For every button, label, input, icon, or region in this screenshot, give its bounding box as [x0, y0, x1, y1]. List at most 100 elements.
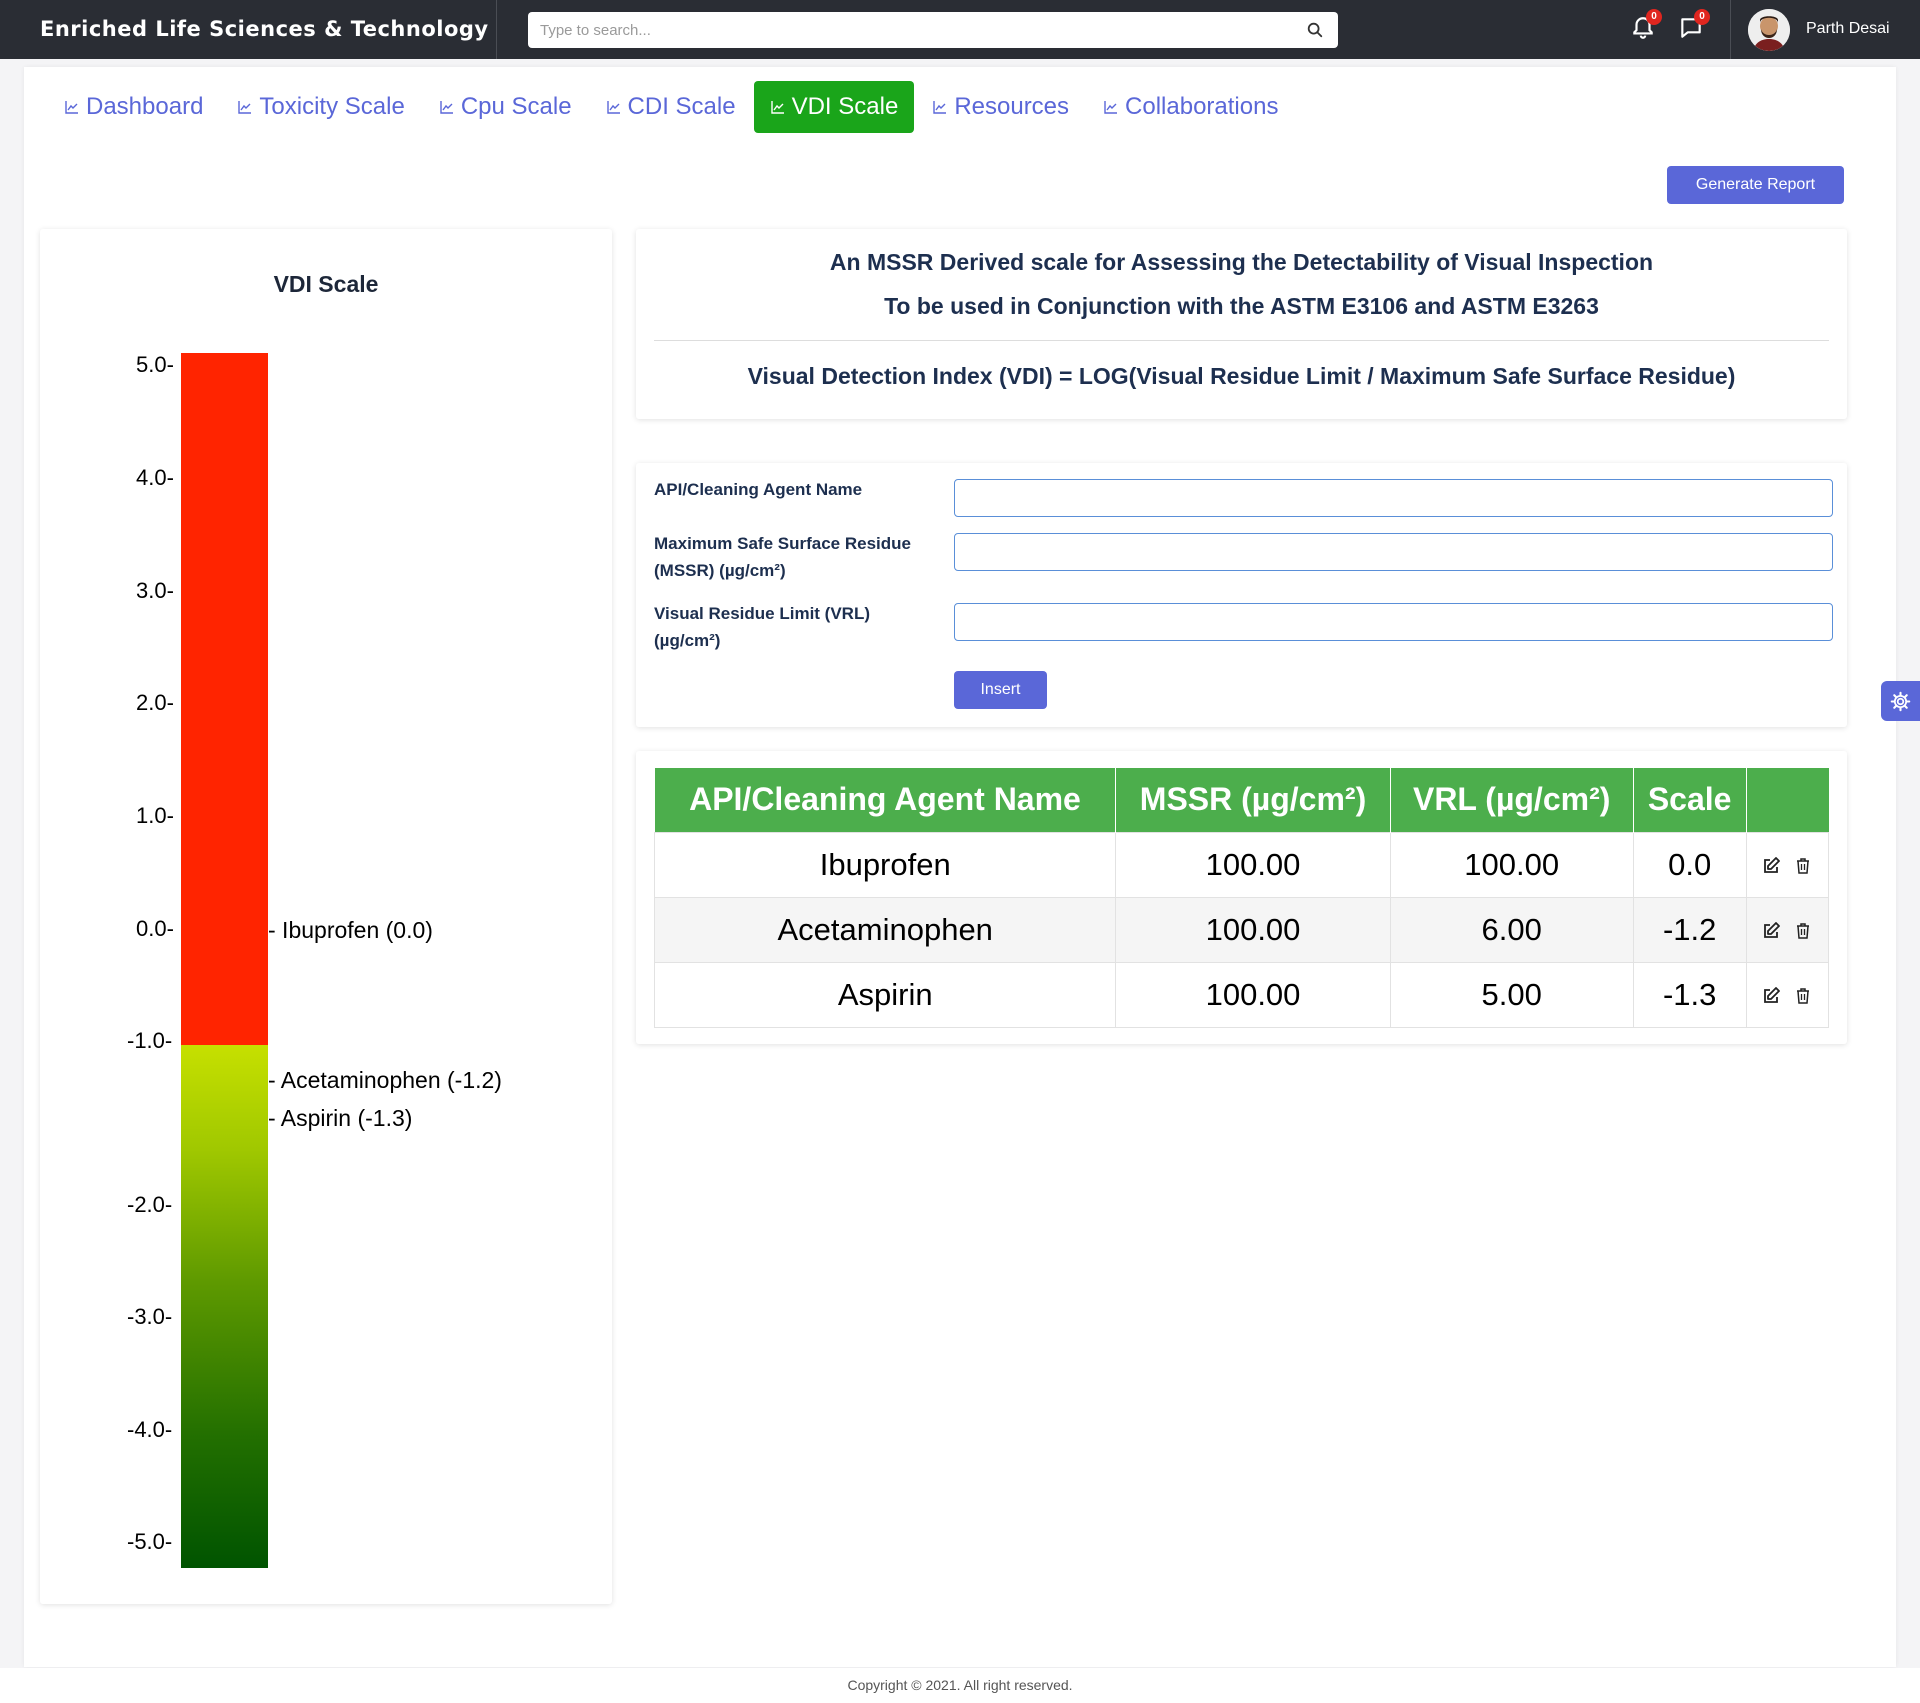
settings-toggle-button[interactable]	[1881, 681, 1920, 721]
scale-tick: 4.0-	[136, 465, 174, 490]
mssr-label: Maximum Safe Surface Residue (MSSR) (µg/…	[654, 534, 911, 580]
scale-bar-gradient	[181, 1045, 268, 1568]
col-mssr: MSSR (µg/cm²)	[1115, 768, 1391, 832]
trash-icon[interactable]	[1793, 921, 1813, 941]
edit-icon[interactable]	[1761, 856, 1781, 876]
results-table-card: API/Cleaning Agent Name MSSR (µg/cm²) VR…	[636, 751, 1847, 1044]
chart-line-icon	[65, 101, 78, 114]
table-row: Ibuprofen 100.00 100.00 0.0	[653, 831, 1830, 898]
gear-icon	[1890, 691, 1911, 712]
tab-vdi-scale[interactable]: VDI Scale	[753, 81, 915, 133]
table-row: Aspirin 100.00 5.00 -1.3	[653, 961, 1830, 1028]
search-input[interactable]	[528, 12, 1268, 48]
col-vrl: VRL (µg/cm²)	[1390, 768, 1634, 832]
tab-bar: Dashboard Toxicity Scale Cpu Scale CDI S…	[48, 81, 1296, 133]
cell-scale: -1.2	[1632, 896, 1747, 963]
scale-bar-red	[181, 353, 268, 1045]
table-header-row: API/Cleaning Agent Name MSSR (µg/cm²) VR…	[654, 768, 1829, 832]
tab-label: Toxicity Scale	[259, 93, 405, 120]
chart-line-icon	[440, 101, 453, 114]
scale-tick: -2.0-	[127, 1192, 173, 1217]
bell-badge: 0	[1646, 9, 1662, 25]
insert-button[interactable]: Insert	[954, 671, 1047, 709]
tab-resources[interactable]: Resources	[916, 81, 1085, 133]
vrl-label: Visual Residue Limit (VRL) (µg/cm²)	[654, 604, 871, 650]
scale-tick: 3.0-	[136, 578, 174, 603]
mssr-input[interactable]	[954, 533, 1833, 571]
cell-vrl: 6.00	[1389, 896, 1634, 963]
brand-logo-text[interactable]: Enriched Life Sciences & Technology	[0, 0, 497, 59]
vdi-scale-card: VDI Scale 5.0- 4.0- 3.0- 2.0- 1.0- 0.0- …	[40, 229, 612, 1604]
trash-icon[interactable]	[1793, 856, 1813, 876]
scale-title: VDI Scale	[273, 271, 379, 297]
tab-label: CDI Scale	[627, 93, 736, 120]
results-table: API/Cleaning Agent Name MSSR (µg/cm²) VR…	[653, 768, 1830, 1028]
formula-subheading: To be used in Conjunction with the ASTM …	[884, 293, 1599, 319]
chart-line-icon	[606, 101, 620, 114]
scale-marker-ibuprofen: - Ibuprofen (0.0)	[268, 917, 433, 943]
cell-mssr: 100.00	[1115, 961, 1391, 1028]
main-panel: Dashboard Toxicity Scale Cpu Scale CDI S…	[24, 67, 1896, 1667]
tab-label: Dashboard	[86, 93, 204, 120]
scale-tick: 2.0-	[136, 690, 174, 715]
footer-copyright: Copyright © 2021. All right reserved.	[0, 1668, 1920, 1703]
messages-button[interactable]: 0	[1678, 9, 1710, 41]
formula-heading: An MSSR Derived scale for Assessing the …	[829, 249, 1654, 275]
tab-collaborations[interactable]: Collaborations	[1087, 81, 1294, 133]
tab-label: Cpu Scale	[460, 93, 572, 120]
scale-tick: 1.0-	[136, 803, 174, 828]
col-scale: Scale	[1633, 768, 1747, 832]
cell-agent-name: Acetaminophen	[653, 896, 1117, 963]
scale-tick: 0.0-	[136, 916, 174, 941]
chart-line-icon	[933, 101, 947, 114]
notification-bell-button[interactable]: 0	[1630, 9, 1662, 41]
user-divider	[1730, 0, 1731, 59]
formula-card: An MSSR Derived scale for Assessing the …	[636, 229, 1847, 419]
col-actions	[1746, 768, 1829, 832]
cell-scale: -1.3	[1632, 961, 1747, 1028]
edit-icon[interactable]	[1761, 986, 1781, 1006]
cell-mssr: 100.00	[1115, 896, 1391, 963]
cell-actions	[1745, 831, 1830, 898]
chat-badge: 0	[1694, 9, 1710, 25]
name-label: API/Cleaning Agent Name	[654, 480, 863, 499]
insert-form: API/Cleaning Agent Name Maximum Safe Sur…	[636, 463, 1847, 727]
generate-report-button[interactable]: Generate Report	[1667, 166, 1844, 204]
scale-tick: -5.0-	[127, 1529, 173, 1554]
tab-toxicity-scale[interactable]: Toxicity Scale	[221, 81, 420, 133]
cell-actions	[1745, 896, 1830, 963]
tab-dashboard[interactable]: Dashboard	[48, 81, 219, 133]
avatar-icon	[1748, 9, 1790, 51]
vrl-input[interactable]	[954, 603, 1833, 641]
cell-mssr: 100.00	[1115, 831, 1391, 898]
table-row: Acetaminophen 100.00 6.00 -1.2	[653, 896, 1830, 963]
agent-name-input[interactable]	[954, 479, 1833, 517]
tab-label: Resources	[954, 93, 1070, 120]
cell-scale: 0.0	[1632, 831, 1747, 898]
top-navbar: Enriched Life Sciences & Technology 0 0 …	[0, 0, 1920, 59]
formula-equation: Visual Detection Index (VDI) = LOG(Visua…	[747, 363, 1736, 389]
scale-marker-acetaminophen: - Acetaminophen (-1.2)	[268, 1067, 502, 1093]
chart-line-icon	[238, 101, 252, 114]
cell-vrl: 100.00	[1389, 831, 1634, 898]
cell-actions	[1745, 961, 1830, 1028]
user-name[interactable]: Parth Desai	[1806, 20, 1890, 37]
tab-cdi-scale[interactable]: CDI Scale	[590, 81, 752, 133]
trash-icon[interactable]	[1793, 986, 1813, 1006]
tab-cpu-scale[interactable]: Cpu Scale	[423, 81, 588, 133]
chart-line-icon	[770, 101, 784, 114]
search-icon[interactable]	[1306, 21, 1324, 39]
formula-divider	[654, 340, 1829, 341]
tab-label: Collaborations	[1125, 93, 1279, 120]
scale-tick: 5.0-	[136, 352, 174, 377]
cell-agent-name: Aspirin	[653, 961, 1117, 1028]
scale-marker-aspirin: - Aspirin (-1.3)	[268, 1105, 413, 1131]
cell-agent-name: Ibuprofen	[653, 831, 1117, 898]
avatar[interactable]	[1748, 9, 1790, 51]
col-agent-name: API/Cleaning Agent Name	[654, 768, 1117, 832]
edit-icon[interactable]	[1761, 921, 1781, 941]
scale-tick: -4.0-	[127, 1417, 173, 1442]
tab-label: VDI Scale	[791, 93, 899, 120]
cell-vrl: 5.00	[1389, 961, 1634, 1028]
scale-tick: -1.0-	[127, 1028, 173, 1053]
